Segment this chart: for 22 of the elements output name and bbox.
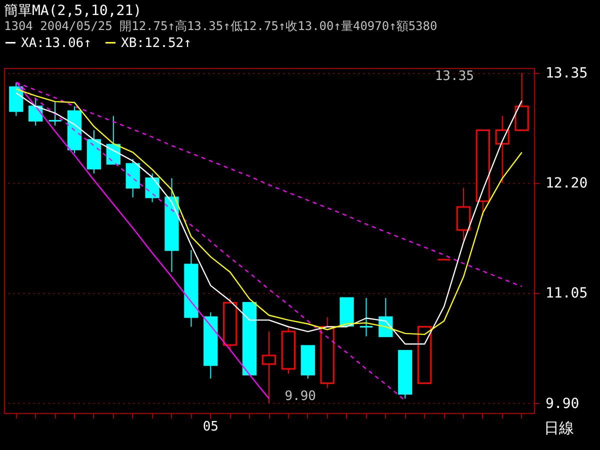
x-tick-label: 05 <box>202 420 218 434</box>
chart-title: 簡單MA(2,5,10,21) <box>4 3 142 19</box>
y-tick-label: 9.90 <box>546 396 580 412</box>
candlestick <box>359 298 374 337</box>
candlestick <box>262 331 276 404</box>
candlestick <box>514 72 529 132</box>
y-tick-label: 11.05 <box>546 286 588 302</box>
annotation: 13.35 <box>434 69 474 84</box>
candlestick <box>126 158 140 198</box>
annotation: 9.90 <box>284 389 316 404</box>
candlestick <box>9 82 24 116</box>
candlestick <box>48 101 62 126</box>
y-tick-label: 12.20 <box>546 176 588 192</box>
candlestick <box>495 115 510 184</box>
chart-subtitle: 1304 2004/05/25 開12.75↑高13.35↑低12.75↑收13.00↑量40970↑額5380 <box>4 19 438 33</box>
legend-label: XB:12.52↑ <box>121 36 192 51</box>
candlestick <box>145 172 160 203</box>
y-tick-label: 13.35 <box>546 65 588 82</box>
legend-label: XA:13.06↑ <box>21 36 92 51</box>
text: 日線 <box>544 419 574 437</box>
candlestick <box>456 187 471 241</box>
candlestick <box>28 97 43 126</box>
